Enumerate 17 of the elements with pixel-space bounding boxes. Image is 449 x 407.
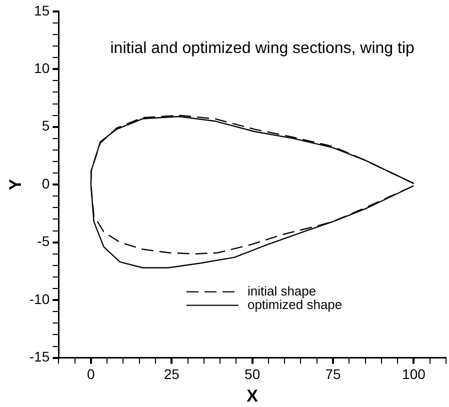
x-tick-label: 50 [244,366,260,382]
x-tick-label: 75 [325,366,342,382]
x-tick-label: 25 [164,366,180,382]
x-tick-label: 100 [402,366,426,382]
legend-label: initial shape [247,283,316,298]
legend-label: optimized shape [247,296,342,312]
y-tick-label: -10 [29,290,50,307]
text: initial and optimized wing sections, wing tip [110,40,414,57]
y-tick-label: 0 [42,175,50,192]
y-tick-label: 15 [34,2,50,18]
y-tick-label: -15 [29,348,50,365]
y-axis-title: Y [6,178,25,190]
x-axis-title: X [246,386,259,406]
y-tick-label: 10 [34,60,50,76]
y-tick-label: -5 [37,233,50,250]
y-tick-label: 5 [42,118,50,134]
x-tick-label: 0 [87,366,96,382]
